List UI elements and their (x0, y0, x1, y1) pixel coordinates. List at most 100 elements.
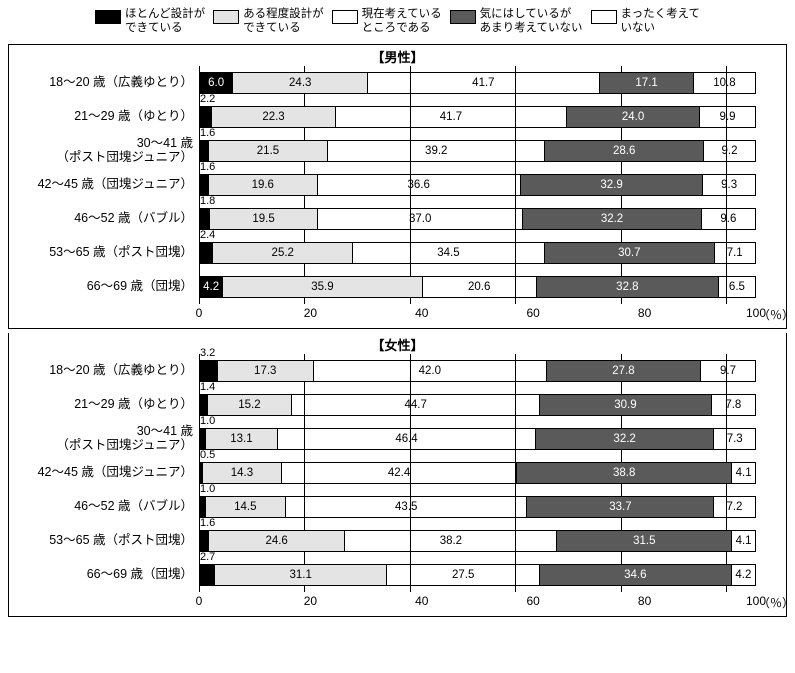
segment-value: 42.0 (419, 365, 441, 377)
segment-value: 1.8 (200, 195, 215, 207)
segment-value: 7.2 (726, 501, 742, 513)
bar-segment: 27.5 (387, 565, 539, 585)
bar-row: 6.0 24.3 41.7 17.1 10.8 (199, 66, 756, 100)
x-tick: 40 (415, 594, 428, 608)
bar-segment: 20.6 (423, 277, 537, 297)
bar-segment: 32.9 (521, 175, 704, 195)
bar-segment: 21.5 (209, 141, 328, 161)
segment-value: 38.8 (613, 467, 635, 479)
segment-value: 32.9 (600, 179, 622, 191)
bar-segment: 13.1 (206, 429, 279, 449)
bar-segment: 41.7 (368, 73, 599, 93)
bar-segment: 36.6 (318, 175, 521, 195)
segment-value: 17.1 (635, 77, 657, 89)
plot: 6.024.341.717.110.82.222.341.724.09.91.6… (199, 66, 786, 328)
y-label: 53〜65 歳（ポスト団塊） (9, 236, 199, 270)
panel-title: 【男性】 (9, 45, 786, 66)
segment-value: 43.5 (395, 501, 417, 513)
panel: 【男性】18〜20 歳（広義ゆとり）21〜29 歳（ゆとり）30〜41 歳（ポス… (8, 44, 787, 329)
segment-value: 32.8 (616, 281, 638, 293)
bar-segment: 9.6 (702, 209, 755, 229)
segment-value: 27.8 (612, 365, 634, 377)
segment-value: 2.7 (200, 551, 215, 563)
bar-segment: 31.5 (557, 531, 732, 551)
y-label: 66〜69 歳（団塊） (9, 558, 199, 592)
bar-row: 1.619.636.632.99.3 (199, 168, 756, 202)
bar-segment: 10.8 (694, 73, 754, 93)
segment-value: 24.0 (622, 111, 644, 123)
bar-segment: 30.7 (545, 243, 715, 263)
legend-label: 現在考えているところである (362, 8, 442, 36)
bar-row: 4.2 35.920.6 32.8 6.5 (199, 270, 756, 304)
segment-value: 25.2 (272, 247, 294, 259)
bar-segment: 35.9 (223, 277, 422, 297)
segment-value: 6.0 (208, 77, 224, 89)
bar-row: 3.217.342.027.89.7 (199, 354, 756, 388)
bar-segment: 46.4 (278, 429, 536, 449)
segment-value: 9.2 (722, 145, 738, 157)
bars: 3.217.342.027.89.71.415.244.730.97.81.01… (199, 354, 756, 592)
segment-value: 34.6 (624, 569, 646, 581)
segment-value: 24.3 (289, 77, 311, 89)
bar-segment: 42.4 (282, 463, 517, 483)
y-label: 42〜45 歳（団塊ジュニア） (9, 168, 199, 202)
bar-segment: 4.2 (732, 565, 755, 585)
bar-row: 1.819.537.032.29.6 (199, 202, 756, 236)
bar-segment: 43.5 (286, 497, 527, 517)
bar-segment: 31.1 (215, 565, 387, 585)
bar: 1.619.636.632.99.3 (199, 174, 756, 196)
segment-value: 3.2 (200, 347, 215, 359)
legend-item: まったく考えていない (591, 8, 700, 36)
bar-segment: 19.5 (210, 209, 318, 229)
x-axis-unit: （％） (758, 306, 794, 323)
y-label: 21〜29 歳（ゆとり） (9, 388, 199, 422)
bar-segment: 9.2 (704, 141, 755, 161)
segment-value: 31.5 (633, 535, 655, 547)
segment-value: 19.5 (252, 213, 274, 225)
x-tick: 80 (638, 306, 651, 320)
y-label: 30〜41 歳（ポスト団塊ジュニア） (9, 422, 199, 456)
bar-segment: 2.2 (200, 107, 212, 127)
bar-row: 2.425.234.530.77.1 (199, 236, 756, 270)
bar-segment: 34.5 (353, 243, 544, 263)
y-label: 46〜52 歳（バブル） (9, 202, 199, 236)
y-label: 53〜65 歳（ポスト団塊） (9, 524, 199, 558)
segment-value: 17.3 (254, 365, 276, 377)
bar-segment: 32.2 (523, 209, 702, 229)
x-tick: 20 (304, 594, 317, 608)
segment-value: 22.3 (262, 111, 284, 123)
bar-segment: 6.0 (200, 73, 233, 93)
bar: 1.624.638.231.54.1 (199, 530, 756, 552)
segment-value: 24.6 (265, 535, 287, 547)
bar: 2.222.341.724.09.9 (199, 106, 756, 128)
segment-value: 13.1 (230, 433, 252, 445)
bar-segment: 1.6 (200, 141, 209, 161)
bar-segment: 24.3 (233, 73, 368, 93)
segment-value: 0.5 (200, 449, 215, 461)
segment-value: 6.5 (729, 281, 745, 293)
legend: ほとんど設計ができている ある程度設計ができている 現在考えているところである … (8, 8, 787, 36)
bar-row: 1.624.638.231.54.1 (199, 524, 756, 558)
segment-value: 1.0 (200, 415, 215, 427)
bar-segment: 39.2 (328, 141, 545, 161)
bar-segment: 42.0 (314, 361, 547, 381)
legend-swatch (332, 10, 358, 24)
segment-value: 15.2 (238, 399, 260, 411)
legend-item: ある程度設計ができている (213, 8, 324, 36)
bar-segment: 44.7 (292, 395, 540, 415)
segment-value: 9.3 (721, 179, 737, 191)
y-label: 46〜52 歳（バブル） (9, 490, 199, 524)
bar-row: 1.014.543.533.77.2 (199, 490, 756, 524)
bar-segment: 2.4 (200, 243, 213, 263)
segment-value: 7.8 (725, 399, 741, 411)
legend-swatch (95, 10, 121, 24)
segment-value: 2.4 (200, 229, 215, 241)
bar: 1.415.244.730.97.8 (199, 394, 756, 416)
bar: 2.425.234.530.77.1 (199, 242, 756, 264)
bar-segment: 34.6 (540, 565, 732, 585)
legend-label: まったく考えていない (621, 8, 700, 36)
y-labels: 18〜20 歳（広義ゆとり）21〜29 歳（ゆとり）30〜41 歳（ポスト団塊ジ… (9, 354, 199, 616)
segment-value: 4.2 (203, 281, 219, 293)
legend-swatch (591, 10, 617, 24)
segment-value: 30.7 (618, 247, 640, 259)
